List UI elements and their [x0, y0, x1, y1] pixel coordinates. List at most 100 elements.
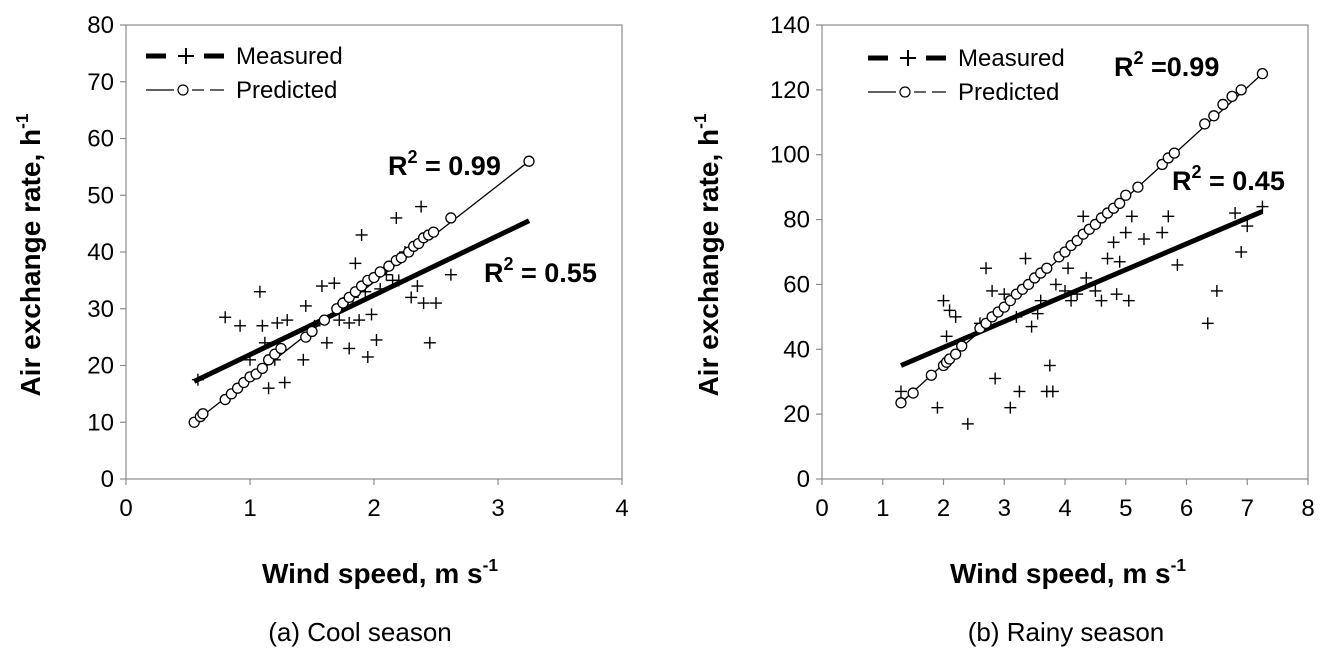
legend-predicted-circle: [177, 84, 189, 96]
measured-point: [405, 291, 418, 304]
measured-point: [353, 314, 366, 327]
measured-point: [299, 299, 312, 312]
measured-point: [1107, 236, 1120, 249]
measured-point: [1019, 252, 1032, 265]
x-tick-label: 4: [615, 495, 628, 522]
x-tick-label: 4: [1058, 495, 1071, 522]
predicted-point: [1226, 90, 1238, 102]
measured-point: [1034, 294, 1047, 307]
measured-point: [423, 336, 436, 349]
y-tick-label: 120: [770, 77, 810, 104]
y-tick-label: 80: [87, 12, 114, 39]
measured-point: [1049, 278, 1062, 291]
predicted-point: [383, 260, 395, 272]
measured-point: [998, 288, 1011, 301]
predicted-point: [1217, 98, 1229, 111]
measured-point: [894, 385, 907, 398]
predicted-point: [1235, 84, 1247, 96]
measured-point: [980, 262, 993, 275]
x-tick-label: 0: [815, 495, 828, 522]
y-tick-label: 60: [783, 271, 810, 298]
measured-point: [1110, 288, 1123, 301]
measured-point: [1162, 210, 1175, 223]
predicted-point: [197, 408, 209, 420]
measured-point: [444, 268, 457, 281]
measured-point: [365, 308, 378, 321]
measured-point: [244, 353, 256, 366]
measured-point: [374, 282, 387, 295]
measured-point: [1004, 401, 1017, 414]
predicted-point: [1256, 67, 1269, 80]
measured-point: [1125, 210, 1138, 223]
y-tick-label: 20: [783, 401, 810, 428]
predicted-point: [275, 342, 287, 355]
predicted-point: [445, 212, 457, 224]
measured-point: [1046, 385, 1059, 398]
panel-caption: (a) Cool season: [268, 617, 452, 647]
measured-point: [1077, 210, 1090, 223]
x-tick-label: 3: [491, 495, 504, 522]
measured-point: [1059, 284, 1071, 297]
measured-point: [1043, 359, 1056, 372]
measured-point: [1229, 207, 1242, 220]
predicted-point: [306, 325, 318, 338]
measured-point: [949, 310, 962, 323]
r-squared-annotation: R2 = 0.55: [484, 254, 597, 288]
measured-point: [1062, 262, 1075, 275]
r-squared-annotation: R2 = 0.45: [1172, 162, 1285, 196]
measured-point: [281, 314, 294, 327]
x-tick-label: 3: [998, 495, 1011, 522]
measured-point: [931, 401, 944, 414]
measured-point: [349, 257, 362, 270]
measured-point: [320, 336, 333, 349]
legend-label-predicted: Predicted: [958, 79, 1059, 106]
measured-point: [417, 297, 430, 310]
measured-point: [297, 353, 310, 366]
chart-panel-a: 0 10 20 30 40 50 60 70 80 0 1 2 3 4 Wind speed, m s-1 A…: [12, 12, 629, 647]
measured-point: [343, 342, 356, 355]
y-tick-label: 70: [87, 69, 114, 96]
measured-point: [937, 294, 950, 307]
x-tick-label: 8: [1301, 495, 1314, 522]
measured-fit-line: [899, 209, 1264, 368]
panel-caption: (b) Rainy season: [968, 617, 1165, 647]
measured-point: [253, 285, 266, 298]
predicted-point: [427, 226, 440, 238]
measured-point: [262, 382, 275, 395]
measured-point: [1089, 284, 1102, 297]
measured-point: [256, 319, 269, 332]
measured-point: [328, 277, 341, 290]
y-tick-label: 0: [797, 466, 810, 493]
predicted-point: [956, 340, 968, 352]
r-squared-annotation: R2 =0.99: [1114, 48, 1219, 82]
predicted-point: [950, 348, 962, 360]
measured-point: [1137, 233, 1150, 246]
chart-panel-b: 0 20 40 60 80 100 120 140 0 1 2 3 4 5 6 7 8 Wind speed, m…: [690, 12, 1315, 647]
y-tick-label: 0: [101, 466, 114, 493]
predicted-point: [318, 314, 331, 326]
predicted-point: [523, 155, 535, 167]
measured-point: [1122, 294, 1135, 307]
measured-point: [278, 376, 291, 389]
measured-point: [1010, 310, 1023, 323]
y-tick-label: 10: [87, 409, 114, 436]
measured-point: [1013, 385, 1026, 398]
measured-point: [1101, 252, 1114, 265]
r-squared-annotation: R2 = 0.99: [388, 147, 501, 181]
predicted-point: [907, 387, 919, 399]
y-tick-label: 60: [87, 126, 114, 153]
predicted-point: [925, 369, 937, 381]
y-tick-label: 100: [770, 142, 810, 169]
predicted-point: [256, 362, 269, 374]
predicted-point: [1168, 147, 1180, 159]
legend-predicted-circle: [899, 86, 911, 98]
measured-point: [370, 333, 383, 346]
measured-fit-line: [193, 218, 531, 384]
measured-point: [1113, 255, 1126, 268]
measured-point: [1241, 220, 1254, 233]
measured-point: [1119, 226, 1132, 239]
measured-point: [961, 417, 974, 430]
measured-point: [986, 284, 999, 297]
measured-point: [415, 200, 428, 213]
